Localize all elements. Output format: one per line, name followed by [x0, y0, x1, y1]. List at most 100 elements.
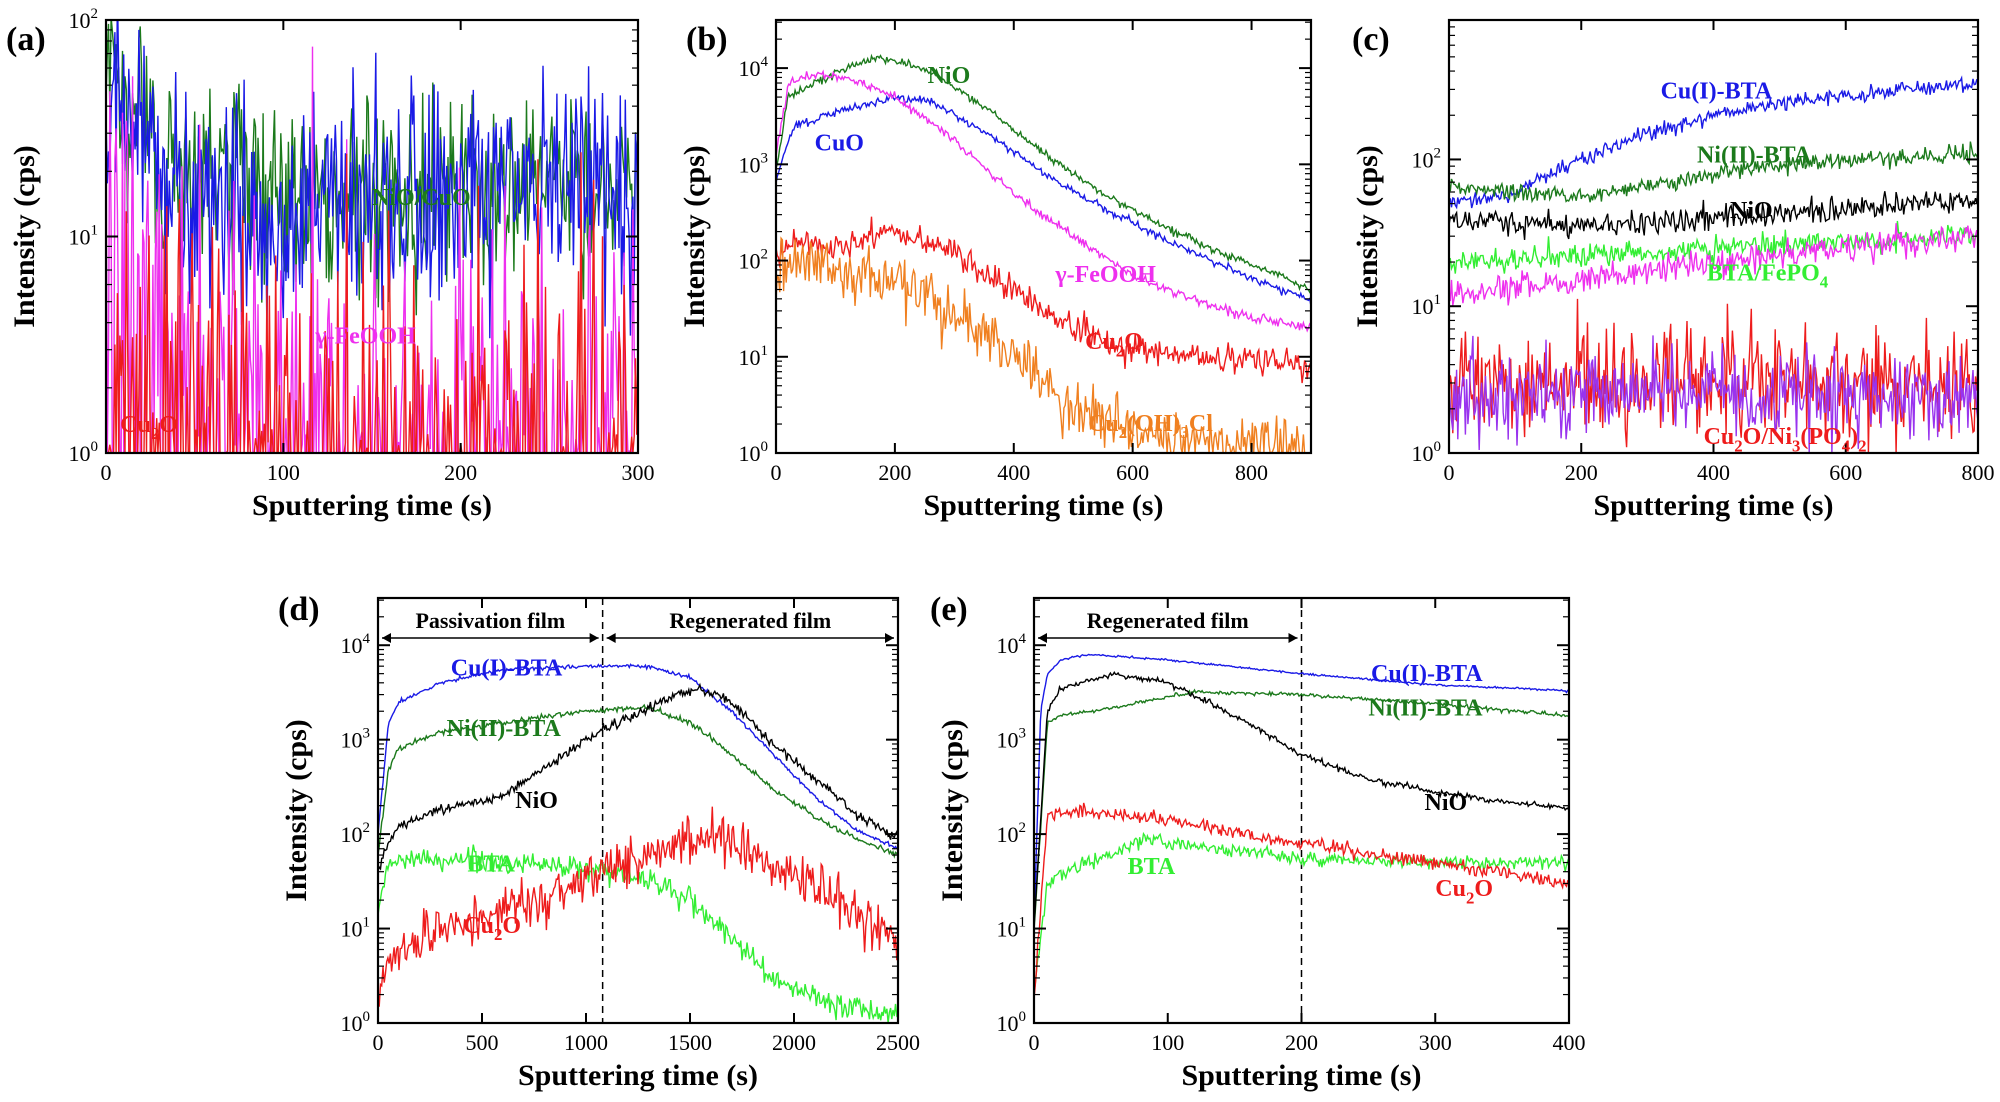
series-label: NiO [1730, 198, 1773, 224]
y-tick-label: 100 [69, 439, 99, 466]
y-tick-label: 103 [997, 726, 1027, 753]
x-tick-label: 1000 [564, 1030, 608, 1055]
series-line [1034, 653, 1569, 929]
panel-label: (e) [930, 591, 968, 628]
series-label: NiO [1425, 790, 1468, 816]
x-tick-label: 500 [466, 1030, 499, 1055]
series-line [776, 92, 1311, 307]
series-line [1034, 802, 1569, 1000]
y-tick-label: 101 [69, 223, 99, 250]
panel-label: (d) [278, 591, 320, 628]
series-label: γ-FeOOH [314, 324, 416, 350]
axes-frame [774, 18, 1313, 455]
y-tick-label: 104 [739, 54, 769, 81]
series-line [1034, 688, 1569, 931]
y-tick-label: 103 [739, 150, 769, 177]
series-label: CuO [815, 130, 864, 156]
x-tick-label: 600 [1116, 460, 1149, 485]
series-line [1449, 75, 1978, 210]
x-tick-label: 400 [1697, 460, 1730, 485]
series-label: γ-FeOOH [1054, 262, 1156, 288]
panel-c: (c) 0 200 400 600 800 100 101 102 Sputtering time… [1351, 18, 1995, 522]
x-tick-label: 800 [1962, 460, 1995, 485]
x-tick-label: 2000 [772, 1030, 816, 1055]
series-label: Ni(II)-BTA [1697, 143, 1812, 169]
x-tick-label: 0 [373, 1030, 384, 1055]
y-tick-label: 102 [997, 820, 1027, 847]
panel-label: (a) [6, 21, 46, 58]
series-label: BTA [1128, 854, 1176, 880]
series-label: NiO/CuO [372, 185, 471, 211]
series-label: Cu2O [1435, 876, 1493, 907]
series-label: Cu(I)-BTA [1371, 661, 1483, 687]
y-tick-label: 102 [341, 820, 371, 847]
x-tick-label: 200 [1565, 460, 1598, 485]
x-tick-label: 2500 [876, 1030, 920, 1055]
x-axis-label: Sputtering time (s) [924, 489, 1164, 522]
series-label: Cu2O [463, 913, 521, 944]
panel-label: (c) [1352, 21, 1390, 58]
x-axis-label: Sputtering time (s) [1182, 1059, 1422, 1092]
y-axis-label: Intensity (cps) [936, 719, 969, 902]
x-axis-label: Sputtering time (s) [518, 1059, 758, 1092]
panel-d: (d) Passivation film Regenerated film 0 500 1… [278, 591, 920, 1092]
y-axis-label: Intensity (cps) [1351, 145, 1384, 328]
series-label: Cu2(OH)3Cl [1088, 411, 1213, 442]
series-line [1449, 141, 1978, 204]
x-tick-label: 300 [622, 460, 655, 485]
x-tick-label: 400 [997, 460, 1030, 485]
panel-label: (b) [686, 21, 728, 58]
series-label: BTA [467, 852, 515, 878]
y-tick-label: 103 [341, 726, 371, 753]
x-tick-label: 600 [1829, 460, 1862, 485]
x-tick-label: 0 [1029, 1030, 1040, 1055]
y-axis-label: Intensity (cps) [678, 145, 711, 328]
y-tick-label: 104 [997, 631, 1027, 658]
series-line [1449, 223, 1978, 306]
x-axis-label: Sputtering time (s) [1594, 489, 1834, 522]
y-axis-label: Intensity (cps) [8, 145, 41, 328]
x-tick-label: 200 [878, 460, 911, 485]
y-tick-label: 100 [341, 1009, 371, 1036]
x-tick-label: 200 [444, 460, 477, 485]
x-axis-label: Sputtering time (s) [252, 489, 492, 522]
axes-frame [376, 596, 900, 1025]
y-tick-label: 100 [997, 1009, 1027, 1036]
series-label: Cu2O [120, 412, 178, 443]
x-tick-label: 300 [1419, 1030, 1452, 1055]
x-tick-label: 800 [1235, 460, 1268, 485]
x-tick-label: 1500 [668, 1030, 712, 1055]
series-line [776, 236, 1311, 453]
x-tick-label: 100 [1151, 1030, 1184, 1055]
x-tick-label: 0 [1444, 460, 1455, 485]
y-tick-label: 102 [739, 247, 769, 274]
series-label: BTA/FePO4 [1707, 260, 1829, 291]
series-line [776, 53, 1311, 294]
y-tick-label: 101 [997, 915, 1027, 942]
x-tick-label: 100 [267, 460, 300, 485]
x-tick-label: 0 [771, 460, 782, 485]
y-tick-label: 104 [341, 631, 371, 658]
series-label: NiO [515, 788, 558, 814]
series-line [378, 806, 898, 1007]
x-tick-label: 200 [1285, 1030, 1318, 1055]
series-line [776, 216, 1311, 384]
series-line [1034, 670, 1569, 927]
series-line [1449, 298, 1978, 453]
region-label: Passivation film [415, 608, 565, 633]
series-label: Ni(II)-BTA [447, 716, 562, 742]
x-tick-label: 400 [1553, 1030, 1586, 1055]
y-tick-label: 102 [69, 6, 99, 33]
series-line [1449, 190, 1978, 240]
series-line [776, 69, 1311, 333]
series-label: Cu2O/Ni3(PO4)2 [1704, 424, 1867, 455]
y-tick-label: 101 [341, 915, 371, 942]
series-label: Cu2O [1085, 329, 1143, 360]
series-line [106, 20, 638, 339]
y-axis-label: Intensity (cps) [280, 719, 313, 902]
y-tick-label: 102 [1412, 145, 1442, 172]
y-tick-label: 100 [739, 439, 769, 466]
series-line [1449, 335, 1978, 453]
